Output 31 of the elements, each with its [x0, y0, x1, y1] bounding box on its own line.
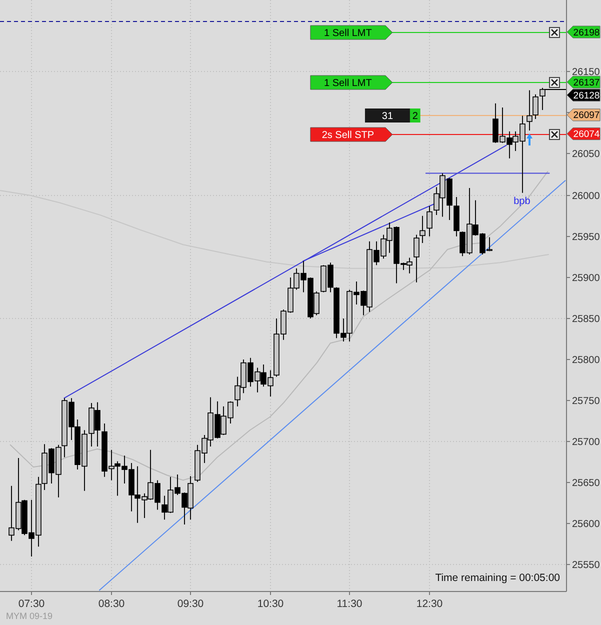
y-tick-label: 25750 [572, 396, 600, 407]
y-tick-label: 25900 [572, 273, 600, 284]
annotation: 2 [412, 111, 418, 122]
x-tick-label: 10:30 [257, 598, 284, 610]
annotation: 31 [382, 111, 394, 122]
x-tick-label: 08:30 [98, 598, 125, 610]
x-tick-label: 12:30 [416, 598, 443, 610]
y-tick-label: 25550 [572, 560, 600, 571]
ref-line-label: 26198 [573, 27, 600, 38]
ref-line-label: 26137 [573, 77, 600, 88]
y-tick-label: 25850 [572, 314, 600, 325]
y-tick-label: 25650 [572, 478, 600, 489]
x-tick-label: 09:30 [177, 598, 204, 610]
annotation: 1 Sell LMT [324, 28, 372, 39]
ref-line-label: 26097 [573, 110, 600, 122]
ref-line-label: 26074 [573, 129, 600, 140]
y-tick-label: 25950 [572, 232, 600, 243]
annotation: 1 Sell LMT [324, 78, 372, 89]
y-tick-label: 26050 [572, 149, 600, 160]
x-tick-label: 11:30 [336, 598, 362, 610]
annotation: 2s Sell STP [322, 130, 374, 141]
y-tick-label: 25800 [572, 355, 600, 366]
annotation: bpb [514, 196, 531, 207]
y-tick-label: 25700 [572, 437, 600, 448]
y-tick-label: 26150 [572, 67, 600, 78]
y-tick-label: 25600 [572, 519, 600, 530]
x-tick-label: 07:30 [18, 598, 45, 610]
text: MYM 09-19 [6, 611, 53, 621]
annotation: Time remaining = 00:05:00 [435, 572, 560, 584]
ref-line-label: 26128 [573, 90, 600, 102]
y-tick-label: 26000 [572, 191, 600, 202]
